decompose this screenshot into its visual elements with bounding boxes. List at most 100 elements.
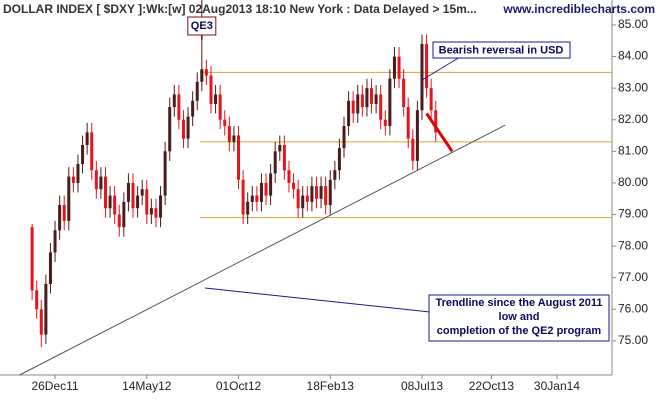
candle-body [250, 195, 254, 202]
x-tick-label: 14May12 [122, 379, 172, 393]
candle-body [383, 119, 387, 127]
reversal-arrow [425, 112, 454, 153]
candle-body [370, 88, 374, 104]
candle-body [420, 43, 424, 111]
candle-body [333, 170, 337, 180]
bearish-pointer [421, 56, 461, 81]
candle-body [200, 69, 204, 82]
y-tick-label: 75.00 [618, 333, 648, 347]
candle-body [342, 126, 346, 149]
trend-box [428, 294, 610, 342]
candle-body [337, 148, 341, 171]
x-tick-label: 08Jul13 [401, 379, 443, 393]
candle-body [264, 182, 268, 196]
candle-body [140, 189, 144, 196]
candle-body [168, 107, 172, 152]
trend-label: Trendline since the August 2011 [435, 297, 602, 309]
candle-body [76, 163, 80, 183]
candle-body [406, 107, 410, 139]
trend-label: low and [499, 311, 540, 323]
candle-body [181, 119, 185, 139]
candle-body [278, 145, 282, 152]
trend-pointer [204, 287, 431, 313]
bearish-label: Bearish reversal in USD [439, 44, 564, 56]
candle-body [319, 186, 323, 199]
candle-body [287, 170, 291, 183]
candle-body [149, 208, 153, 215]
candle-body [154, 208, 158, 218]
candle-body [241, 179, 245, 215]
candle-body [99, 176, 103, 190]
candle-body [310, 186, 314, 202]
candle-body [415, 110, 419, 161]
candle-body [388, 78, 392, 127]
source: www.incrediblecharts.com [502, 2, 655, 16]
candle-body [113, 195, 117, 215]
qe3-label: QE3 [191, 20, 213, 32]
candle-body [347, 100, 351, 127]
candle-body [85, 132, 89, 146]
candle-body [434, 110, 438, 133]
candle-body [324, 186, 328, 206]
candle-body [191, 100, 195, 117]
candle-body [255, 195, 259, 202]
candle-body [145, 189, 149, 215]
candle-body [314, 186, 318, 199]
y-tick-label: 84.00 [618, 49, 648, 63]
candle-body [58, 205, 62, 231]
candle-body [35, 290, 39, 310]
candle-body [237, 135, 241, 180]
candle-body [360, 94, 364, 108]
candle-body [186, 116, 190, 139]
qe3-box [187, 16, 217, 36]
candle-body [30, 227, 34, 291]
trend-label: completion of the QE2 program [437, 325, 602, 337]
candle-body [246, 201, 250, 215]
candle-body [374, 94, 378, 104]
candle-body [108, 195, 112, 209]
candle-body [172, 94, 176, 108]
chart-title: DOLLAR INDEX [ $DXY ]:Wk:[w] 02Aug2013 1… [3, 2, 477, 16]
candle-body [232, 135, 236, 142]
candle-body [296, 189, 300, 209]
y-tick-label: 76.00 [618, 301, 648, 315]
candle-body [305, 195, 309, 202]
candle-body [292, 182, 296, 190]
candle-body [223, 119, 227, 127]
candle-body [53, 230, 57, 253]
candle-body [204, 69, 208, 76]
candle-body [214, 94, 218, 104]
x-tick-label: 30Jan14 [534, 379, 580, 393]
candle-body [94, 170, 98, 190]
x-tick-label: 01Oct12 [216, 379, 262, 393]
candle-body [131, 182, 135, 209]
candle-body [365, 88, 369, 108]
candle-body [39, 309, 43, 335]
candle-body [195, 81, 199, 101]
candle-body [356, 94, 360, 114]
candle-body [122, 201, 126, 228]
x-tick-label: 22Oct13 [469, 379, 515, 393]
candle-body [117, 214, 121, 228]
candle-body [159, 195, 163, 218]
y-tick-label: 80.00 [618, 175, 648, 189]
candle-body [62, 205, 66, 221]
candle-body [227, 126, 231, 142]
x-tick-label: 18Feb13 [307, 379, 355, 393]
candle-body [218, 94, 222, 120]
candle-body [379, 94, 383, 120]
y-tick-label: 77.00 [618, 270, 648, 284]
candle-body [48, 252, 52, 285]
candle-body [177, 94, 181, 120]
y-tick-label: 82.00 [618, 112, 648, 126]
x-tick-label: 26Dec11 [31, 379, 78, 393]
y-tick-label: 81.00 [618, 143, 648, 157]
candle-body [103, 176, 107, 209]
candle-body [136, 195, 140, 209]
candle-body [269, 173, 273, 196]
trendline [19, 124, 506, 376]
candle-body [209, 75, 213, 104]
candle-body [282, 145, 286, 171]
candle-body [126, 182, 130, 202]
